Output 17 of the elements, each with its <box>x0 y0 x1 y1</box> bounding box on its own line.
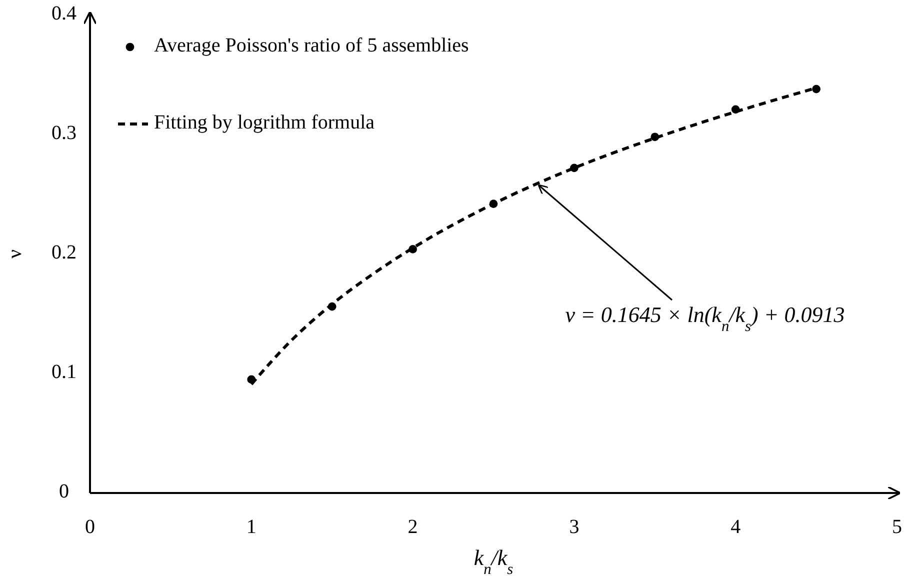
y-tick-label: 0.1 <box>52 361 76 384</box>
x-axis-title: k$_{n}$/k$_{s}$ <box>474 545 514 576</box>
x-tick-label: 2 <box>408 516 418 538</box>
legend-label: Average Poisson's ratio of 5 assemblies <box>154 34 470 57</box>
annotation: ν = 0.1645 × ln(k$_{n}$/k$_{s}$) + 0.0913 <box>565 302 845 334</box>
x-tick-label: 5 <box>892 516 902 538</box>
legend-label: Fitting by logrithm formula <box>154 112 375 134</box>
y-tick-label: 0.3 <box>52 122 76 144</box>
y-tick-label: 0.2 <box>52 242 76 264</box>
x-tick-label: 1 <box>246 516 256 538</box>
y-tick-label: 0.4 <box>52 2 76 25</box>
x-tick-label: 3 <box>569 516 580 538</box>
x-tick-label: 0 <box>85 516 95 538</box>
y-tick-label: 0 <box>59 480 69 503</box>
point <box>812 84 820 94</box>
y-axis-title: ν <box>4 249 26 259</box>
x-tick-label: 4 <box>730 516 741 538</box>
